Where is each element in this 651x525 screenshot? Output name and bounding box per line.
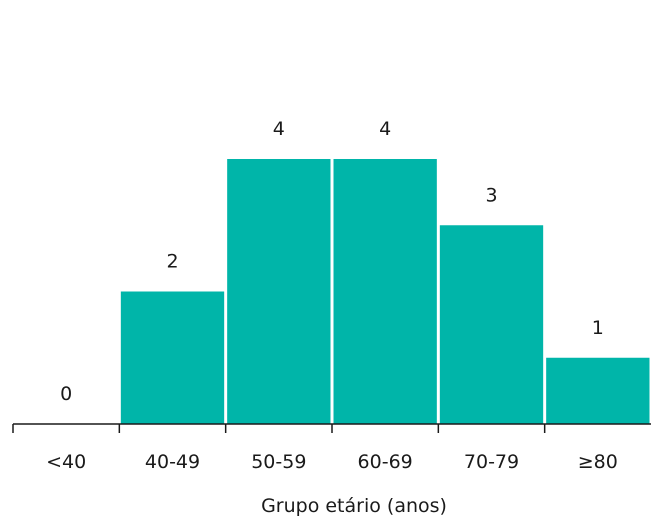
bar-value-label: 2 (166, 251, 178, 273)
bars-layer (120, 159, 650, 424)
x-ticks-layer: <40 40-49 50-59 60-69 70-79 ≥80 (12, 424, 618, 473)
bar (546, 357, 650, 424)
bar (439, 225, 544, 424)
bar-value-label: 0 (60, 383, 72, 405)
bar (227, 159, 331, 424)
x-tick-label: 70-79 (464, 451, 519, 473)
bar-value-label: 4 (379, 118, 391, 140)
bar-value-label: 1 (592, 317, 604, 339)
bar (120, 291, 225, 424)
bar-value-label: 4 (273, 118, 285, 140)
x-tick-label: 40-49 (145, 451, 200, 473)
value-labels-layer: 0 2 4 4 3 1 (60, 118, 604, 405)
x-axis-title: Grupo etário (anos) (261, 495, 447, 517)
x-tick-label: 60-69 (358, 451, 413, 473)
x-tick-label: 50-59 (251, 451, 306, 473)
x-tick-label: ≥80 (578, 451, 618, 473)
x-tick-label: <40 (46, 451, 86, 473)
bar (333, 159, 437, 424)
bar-value-label: 3 (485, 184, 497, 206)
